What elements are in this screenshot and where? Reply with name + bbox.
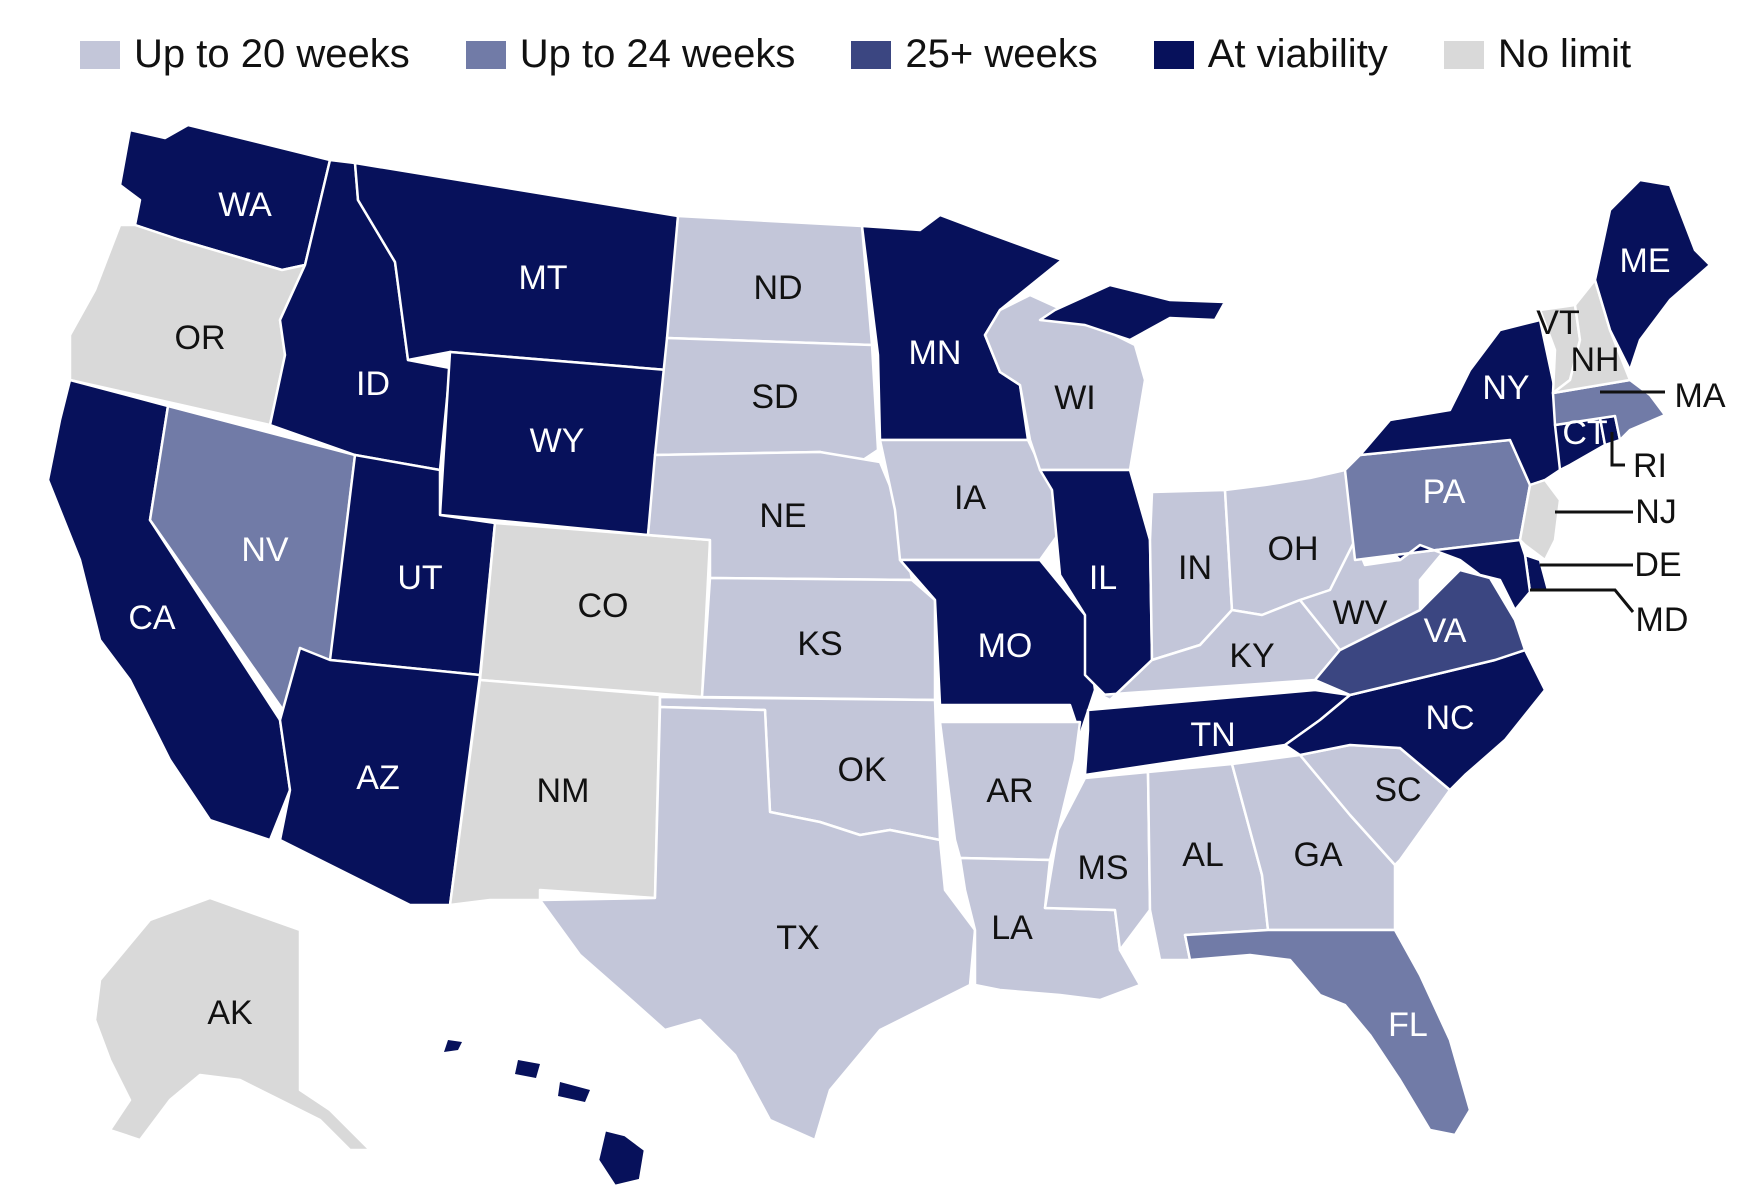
label-sd: SD	[751, 378, 798, 416]
state-il[interactable]	[1038, 468, 1154, 702]
label-ri: RI	[1633, 447, 1667, 485]
state-tx[interactable]	[538, 705, 977, 1142]
label-ct: CT	[1562, 414, 1607, 452]
label-mi: MI	[1211, 431, 1249, 469]
legend-swatch-at-viability	[1153, 40, 1194, 69]
label-tn: TN	[1190, 716, 1235, 754]
label-id: ID	[356, 365, 390, 403]
label-fl: FL	[1388, 1006, 1428, 1044]
state-ca[interactable]	[46, 378, 292, 842]
label-ks: KS	[797, 625, 842, 663]
label-oh: OH	[1268, 530, 1319, 568]
label-ca: CA	[128, 599, 176, 637]
legend-item-up-to-20-weeks: Up to 20 weeks	[80, 32, 410, 77]
label-nm: NM	[537, 772, 590, 810]
label-mt: MT	[518, 259, 567, 297]
legend-swatch-25-plus-weeks	[851, 40, 892, 69]
legend-label-no-limit: No limit	[1497, 32, 1632, 76]
label-nc: NC	[1425, 699, 1474, 737]
label-la: LA	[991, 909, 1033, 947]
state-ks[interactable]	[700, 576, 937, 702]
label-nd: ND	[753, 269, 802, 307]
leader-ri	[1610, 432, 1625, 467]
label-ut: UT	[397, 559, 442, 597]
label-mn: MN	[909, 334, 962, 372]
label-nv: NV	[241, 531, 289, 569]
state-mo[interactable]	[898, 558, 1097, 737]
legend-label-up-to-24-weeks: Up to 24 weeks	[519, 32, 796, 76]
label-al: AL	[1182, 836, 1224, 874]
label-me: ME	[1620, 242, 1671, 280]
label-wy: WY	[530, 422, 585, 460]
label-sc: SC	[1374, 771, 1421, 809]
legend-swatch-up-to-24-weeks	[465, 40, 506, 69]
legend-item-up-to-24-weeks: Up to 24 weeks	[465, 32, 796, 77]
label-ga: GA	[1293, 836, 1342, 874]
state-hi-island-2	[515, 1060, 540, 1078]
label-ar: AR	[986, 772, 1033, 810]
legend-label-up-to-20-weeks: Up to 20 weeks	[134, 32, 410, 76]
state-ak[interactable]	[93, 896, 372, 1152]
label-nh: NH	[1570, 341, 1619, 379]
label-tx: TX	[776, 919, 819, 957]
leader-md	[1530, 588, 1635, 613]
label-va: VA	[1424, 612, 1467, 650]
state-hi-island-1	[444, 1040, 462, 1052]
label-mo: MO	[978, 627, 1033, 665]
label-md: MD	[1636, 601, 1689, 639]
label-nj: NJ	[1635, 493, 1677, 531]
label-ok: OK	[837, 751, 886, 789]
label-ms: MS	[1078, 849, 1129, 887]
state-ar[interactable]	[938, 720, 1082, 862]
legend-item-at-viability: At viability	[1153, 32, 1388, 77]
state-mi[interactable]	[1038, 283, 1227, 342]
legend-item-no-limit: No limit	[1443, 32, 1632, 77]
state-wi[interactable]	[983, 293, 1147, 472]
label-ak: AK	[207, 994, 253, 1032]
state-md[interactable]	[1393, 538, 1532, 612]
legend-swatch-no-limit	[1443, 40, 1484, 69]
label-ia: IA	[954, 479, 986, 517]
label-il: IL	[1089, 559, 1117, 597]
map-legend: Up to 20 weeks Up to 24 weeks 25+ weeks …	[80, 32, 1631, 77]
label-wv: WV	[1333, 594, 1388, 632]
label-co: CO	[578, 587, 629, 625]
state-hi[interactable]	[596, 1128, 647, 1186]
label-or: OR	[175, 319, 226, 357]
label-ma: MA	[1675, 377, 1726, 415]
label-ky: KY	[1229, 637, 1274, 675]
label-az: AZ	[356, 759, 399, 797]
label-wi: WI	[1054, 379, 1096, 417]
label-ny: NY	[1482, 369, 1529, 407]
state-me[interactable]	[1593, 178, 1712, 372]
label-de: DE	[1634, 546, 1681, 584]
state-ma[interactable]	[1551, 378, 1667, 442]
label-leader-lines	[1530, 390, 1665, 613]
legend-label-25-plus-weeks: 25+ weeks	[905, 32, 1098, 76]
label-vt: VT	[1536, 304, 1579, 342]
label-hi: HI	[520, 1104, 554, 1142]
label-pa: PA	[1423, 473, 1466, 511]
legend-label-at-viability: At viability	[1207, 32, 1388, 76]
legend-swatch-up-to-20-weeks	[80, 40, 120, 69]
label-ne: NE	[759, 497, 806, 535]
state-hi-island-3	[558, 1082, 590, 1102]
label-wa: WA	[218, 186, 272, 224]
legend-item-25-plus-weeks: 25+ weeks	[851, 32, 1098, 77]
label-in: IN	[1178, 549, 1212, 587]
state-fl[interactable]	[1183, 928, 1472, 1137]
